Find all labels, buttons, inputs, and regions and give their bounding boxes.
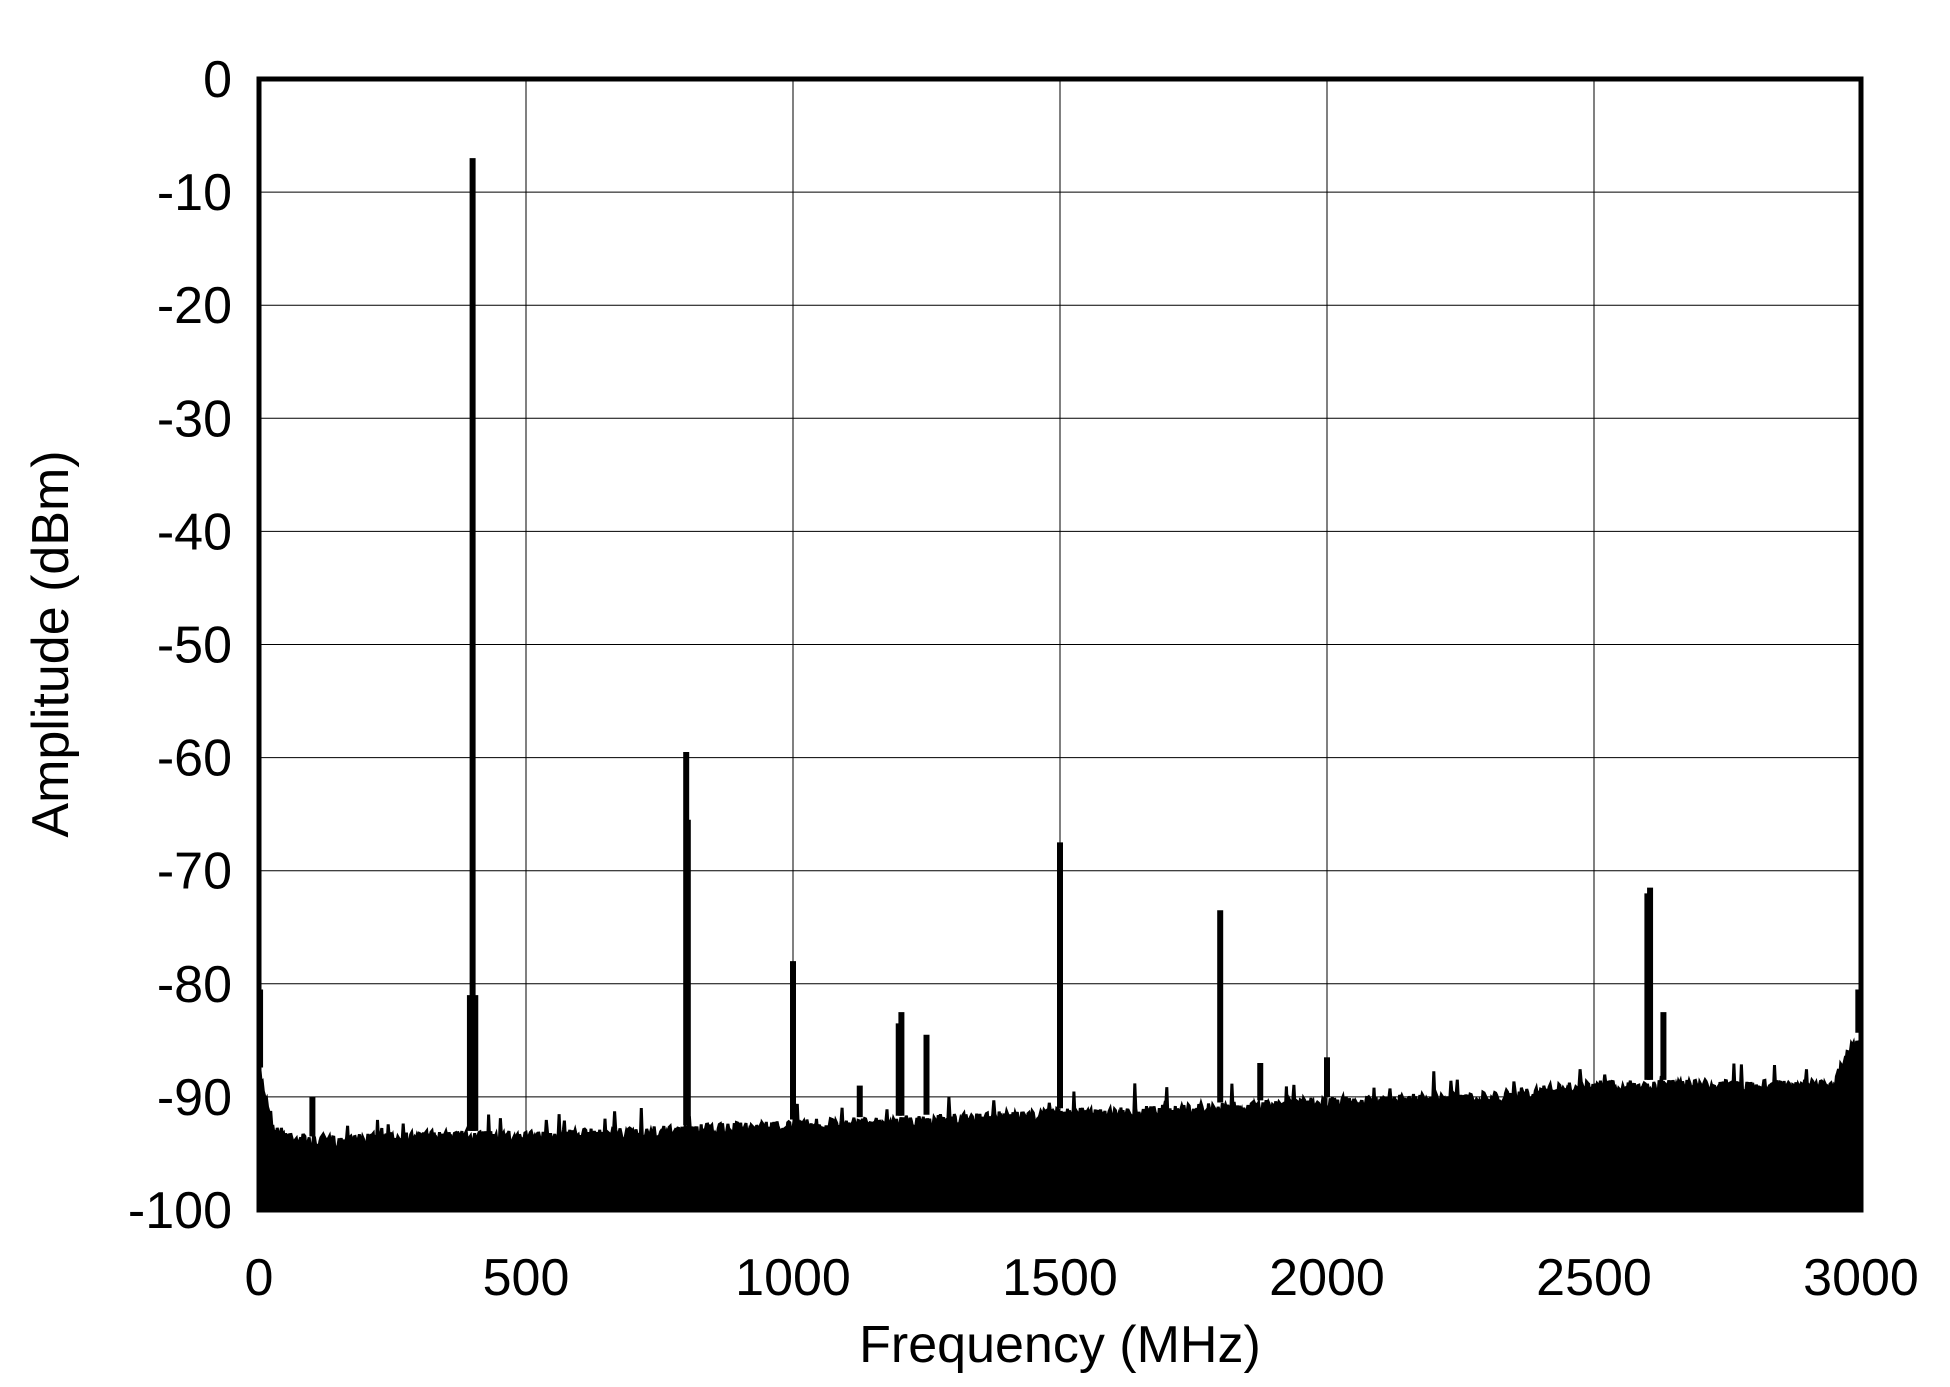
x-tick-labels: 0 500 1000 1500 2000 2500 3000 — [245, 1249, 1919, 1307]
y-tick-label: 0 — [203, 51, 232, 109]
y-tick-label: -60 — [157, 730, 232, 788]
y-tick-label: -100 — [128, 1182, 232, 1240]
plot-frame — [256, 76, 1864, 1213]
x-tick-label: 2500 — [1536, 1249, 1652, 1307]
x-tick-label: 0 — [245, 1249, 274, 1307]
y-tick-labels: 0 -10 -20 -30 -40 -50 -60 -70 -80 -90 -100 — [128, 51, 232, 1240]
y-axis-label: Amplitude (dBm) — [22, 450, 80, 837]
y-tick-label: -80 — [157, 956, 232, 1014]
x-tick-label: 3000 — [1803, 1249, 1919, 1307]
x-tick-label: 2000 — [1269, 1249, 1385, 1307]
spectrum-series — [257, 158, 1863, 1212]
x-tick-label: 1000 — [735, 1249, 851, 1307]
noise-floor-base — [259, 1153, 1861, 1210]
x-tick-label: 1500 — [1002, 1249, 1118, 1307]
x-tick-label: 500 — [483, 1249, 570, 1307]
x-axis-label: Frequency (MHz) — [859, 1316, 1261, 1374]
y-tick-label: -40 — [157, 503, 232, 561]
y-tick-label: -20 — [157, 277, 232, 335]
y-tick-label: -70 — [157, 843, 232, 901]
y-tick-label: -90 — [157, 1069, 232, 1127]
y-tick-label: -50 — [157, 617, 232, 675]
y-tick-label: -30 — [157, 390, 232, 448]
y-tick-label: -10 — [157, 164, 232, 222]
